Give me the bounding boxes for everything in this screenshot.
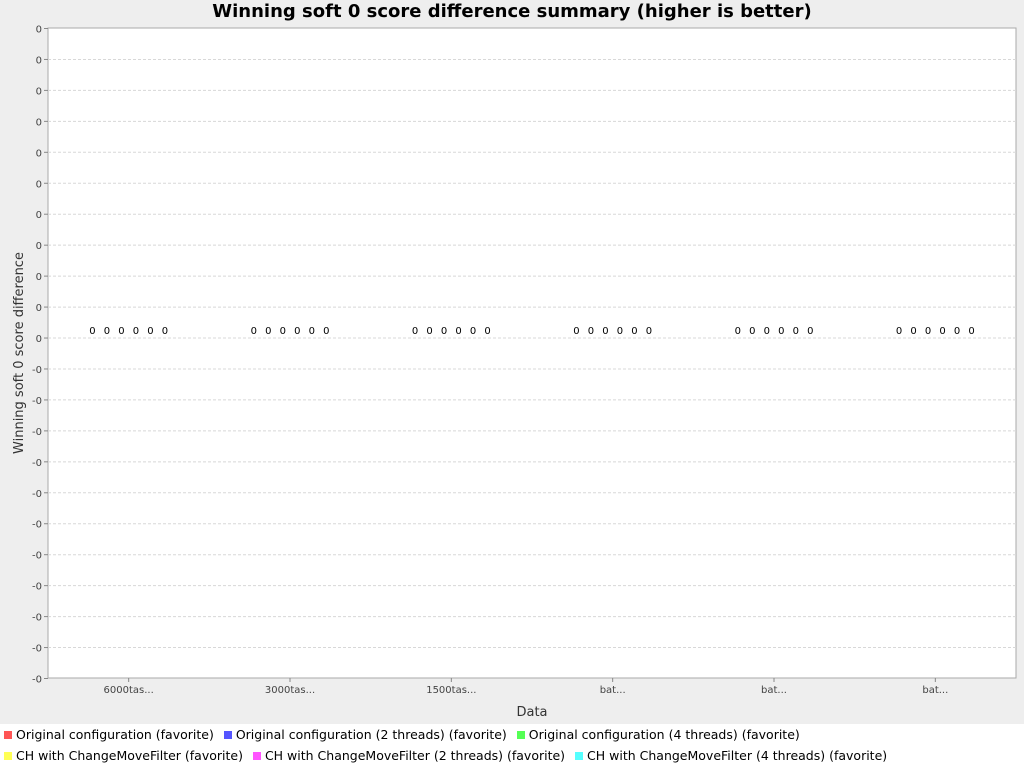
plot-area xyxy=(47,27,1017,679)
legend: Original configuration (favorite) Origin… xyxy=(0,724,1024,768)
y-tick-label: -0 xyxy=(32,427,42,438)
bar-value-label: 0 xyxy=(426,326,432,337)
bar-value-label: 0 xyxy=(89,326,95,337)
bar-value-label: 0 xyxy=(602,326,608,337)
y-tick-label: -0 xyxy=(32,582,42,593)
chart-canvas: 00000000000-0-0-0-0-0-0-0-0-0-0-06000tas… xyxy=(12,25,1017,720)
y-tick-label: 0 xyxy=(36,210,42,221)
bar-value-label: 0 xyxy=(118,326,124,337)
bar-value-label: 0 xyxy=(323,326,329,337)
bar-value-label: 0 xyxy=(925,326,931,337)
bar-value-label: 0 xyxy=(939,326,945,337)
legend-swatch xyxy=(575,752,584,760)
y-tick-label: 0 xyxy=(36,241,42,252)
y-axis-label: Winning soft 0 score difference xyxy=(12,252,27,454)
legend-swatch xyxy=(4,752,12,760)
bar-value-label: 0 xyxy=(910,326,916,337)
y-tick-label: -0 xyxy=(32,365,42,376)
x-tick-label: bat... xyxy=(600,685,626,696)
x-tick-label: 6000tas... xyxy=(104,685,154,696)
legend-row-2: CH with ChangeMoveFilter (favorite) CH w… xyxy=(4,746,893,766)
bar-value-label: 0 xyxy=(735,326,741,337)
bar-value-label: 0 xyxy=(441,326,447,337)
x-tick-label: bat... xyxy=(922,685,948,696)
bar-value-label: 0 xyxy=(162,326,168,337)
y-tick-label: 0 xyxy=(36,334,42,345)
bar-value-label: 0 xyxy=(265,326,271,337)
bar-value-label: 0 xyxy=(455,326,461,337)
y-tick-label: 0 xyxy=(36,303,42,314)
legend-row-1: Original configuration (favorite) Origin… xyxy=(4,725,806,745)
y-tick-label: -0 xyxy=(32,613,42,624)
bar-value-label: 0 xyxy=(470,326,476,337)
legend-item: Original configuration (2 threads) (favo… xyxy=(223,725,507,745)
legend-swatch xyxy=(252,752,261,760)
bar-value-label: 0 xyxy=(104,326,110,337)
bar-value-label: 0 xyxy=(484,326,490,337)
bar-value-label: 0 xyxy=(749,326,755,337)
y-tick-label: 0 xyxy=(36,179,42,190)
bar-value-label: 0 xyxy=(294,326,300,337)
y-tick-label: -0 xyxy=(32,396,42,407)
legend-swatch xyxy=(4,731,12,739)
bar-value-label: 0 xyxy=(968,326,974,337)
bar-value-label: 0 xyxy=(573,326,579,337)
bar-value-label: 0 xyxy=(778,326,784,337)
legend-label: Original configuration (favorite) xyxy=(16,727,214,742)
bar-value-label: 0 xyxy=(807,326,813,337)
bar-value-label: 0 xyxy=(793,326,799,337)
chart-title: Winning soft 0 score difference summary … xyxy=(212,1,812,22)
y-tick-label: -0 xyxy=(32,458,42,469)
y-tick-label: 0 xyxy=(36,55,42,66)
y-tick-label: -0 xyxy=(32,675,42,686)
bar-value-label: 0 xyxy=(617,326,623,337)
legend-item: Original configuration (4 threads) (favo… xyxy=(516,725,800,745)
x-tick-label: 3000tas... xyxy=(265,685,315,696)
legend-swatch xyxy=(516,731,525,739)
y-tick-label: 0 xyxy=(36,25,42,36)
bar-value-label: 0 xyxy=(412,326,418,337)
bar-value-label: 0 xyxy=(954,326,960,337)
y-tick-label: 0 xyxy=(36,117,42,128)
bar-value-label: 0 xyxy=(251,326,257,337)
y-tick-label: 0 xyxy=(36,86,42,97)
bar-value-label: 0 xyxy=(133,326,139,337)
x-tick-label: bat... xyxy=(761,685,787,696)
legend-item: Original configuration (favorite) xyxy=(4,725,214,745)
y-tick-label: -0 xyxy=(32,644,42,655)
bar-value-label: 0 xyxy=(588,326,594,337)
bar-value-label: 0 xyxy=(764,326,770,337)
bar-value-label: 0 xyxy=(631,326,637,337)
legend-label: CH with ChangeMoveFilter (2 threads) (fa… xyxy=(264,748,566,763)
y-tick-label: 0 xyxy=(36,148,42,159)
bar-value-label: 0 xyxy=(646,326,652,337)
bar-value-label: 0 xyxy=(147,326,153,337)
x-axis-label: Data xyxy=(516,705,547,720)
legend-label: CH with ChangeMoveFilter (4 threads) (fa… xyxy=(587,748,888,763)
legend-swatch xyxy=(223,731,232,739)
y-tick-label: -0 xyxy=(32,551,42,562)
y-tick-label: -0 xyxy=(32,489,42,500)
x-tick-label: 1500tas... xyxy=(426,685,476,696)
bar-value-label: 0 xyxy=(309,326,315,337)
legend-item: CH with ChangeMoveFilter (2 threads) (fa… xyxy=(252,746,566,766)
legend-item: CH with ChangeMoveFilter (favorite) xyxy=(4,746,243,766)
y-tick-label: -0 xyxy=(32,520,42,531)
legend-label: CH with ChangeMoveFilter (favorite) xyxy=(16,748,243,763)
legend-item: CH with ChangeMoveFilter (4 threads) (fa… xyxy=(575,746,887,766)
y-tick-label: 0 xyxy=(36,272,42,283)
bar-value-label: 0 xyxy=(896,326,902,337)
legend-label: Original configuration (4 threads) (favo… xyxy=(528,727,800,742)
bar-value-label: 0 xyxy=(280,326,286,337)
legend-label: Original configuration (2 threads) (favo… xyxy=(235,727,507,742)
